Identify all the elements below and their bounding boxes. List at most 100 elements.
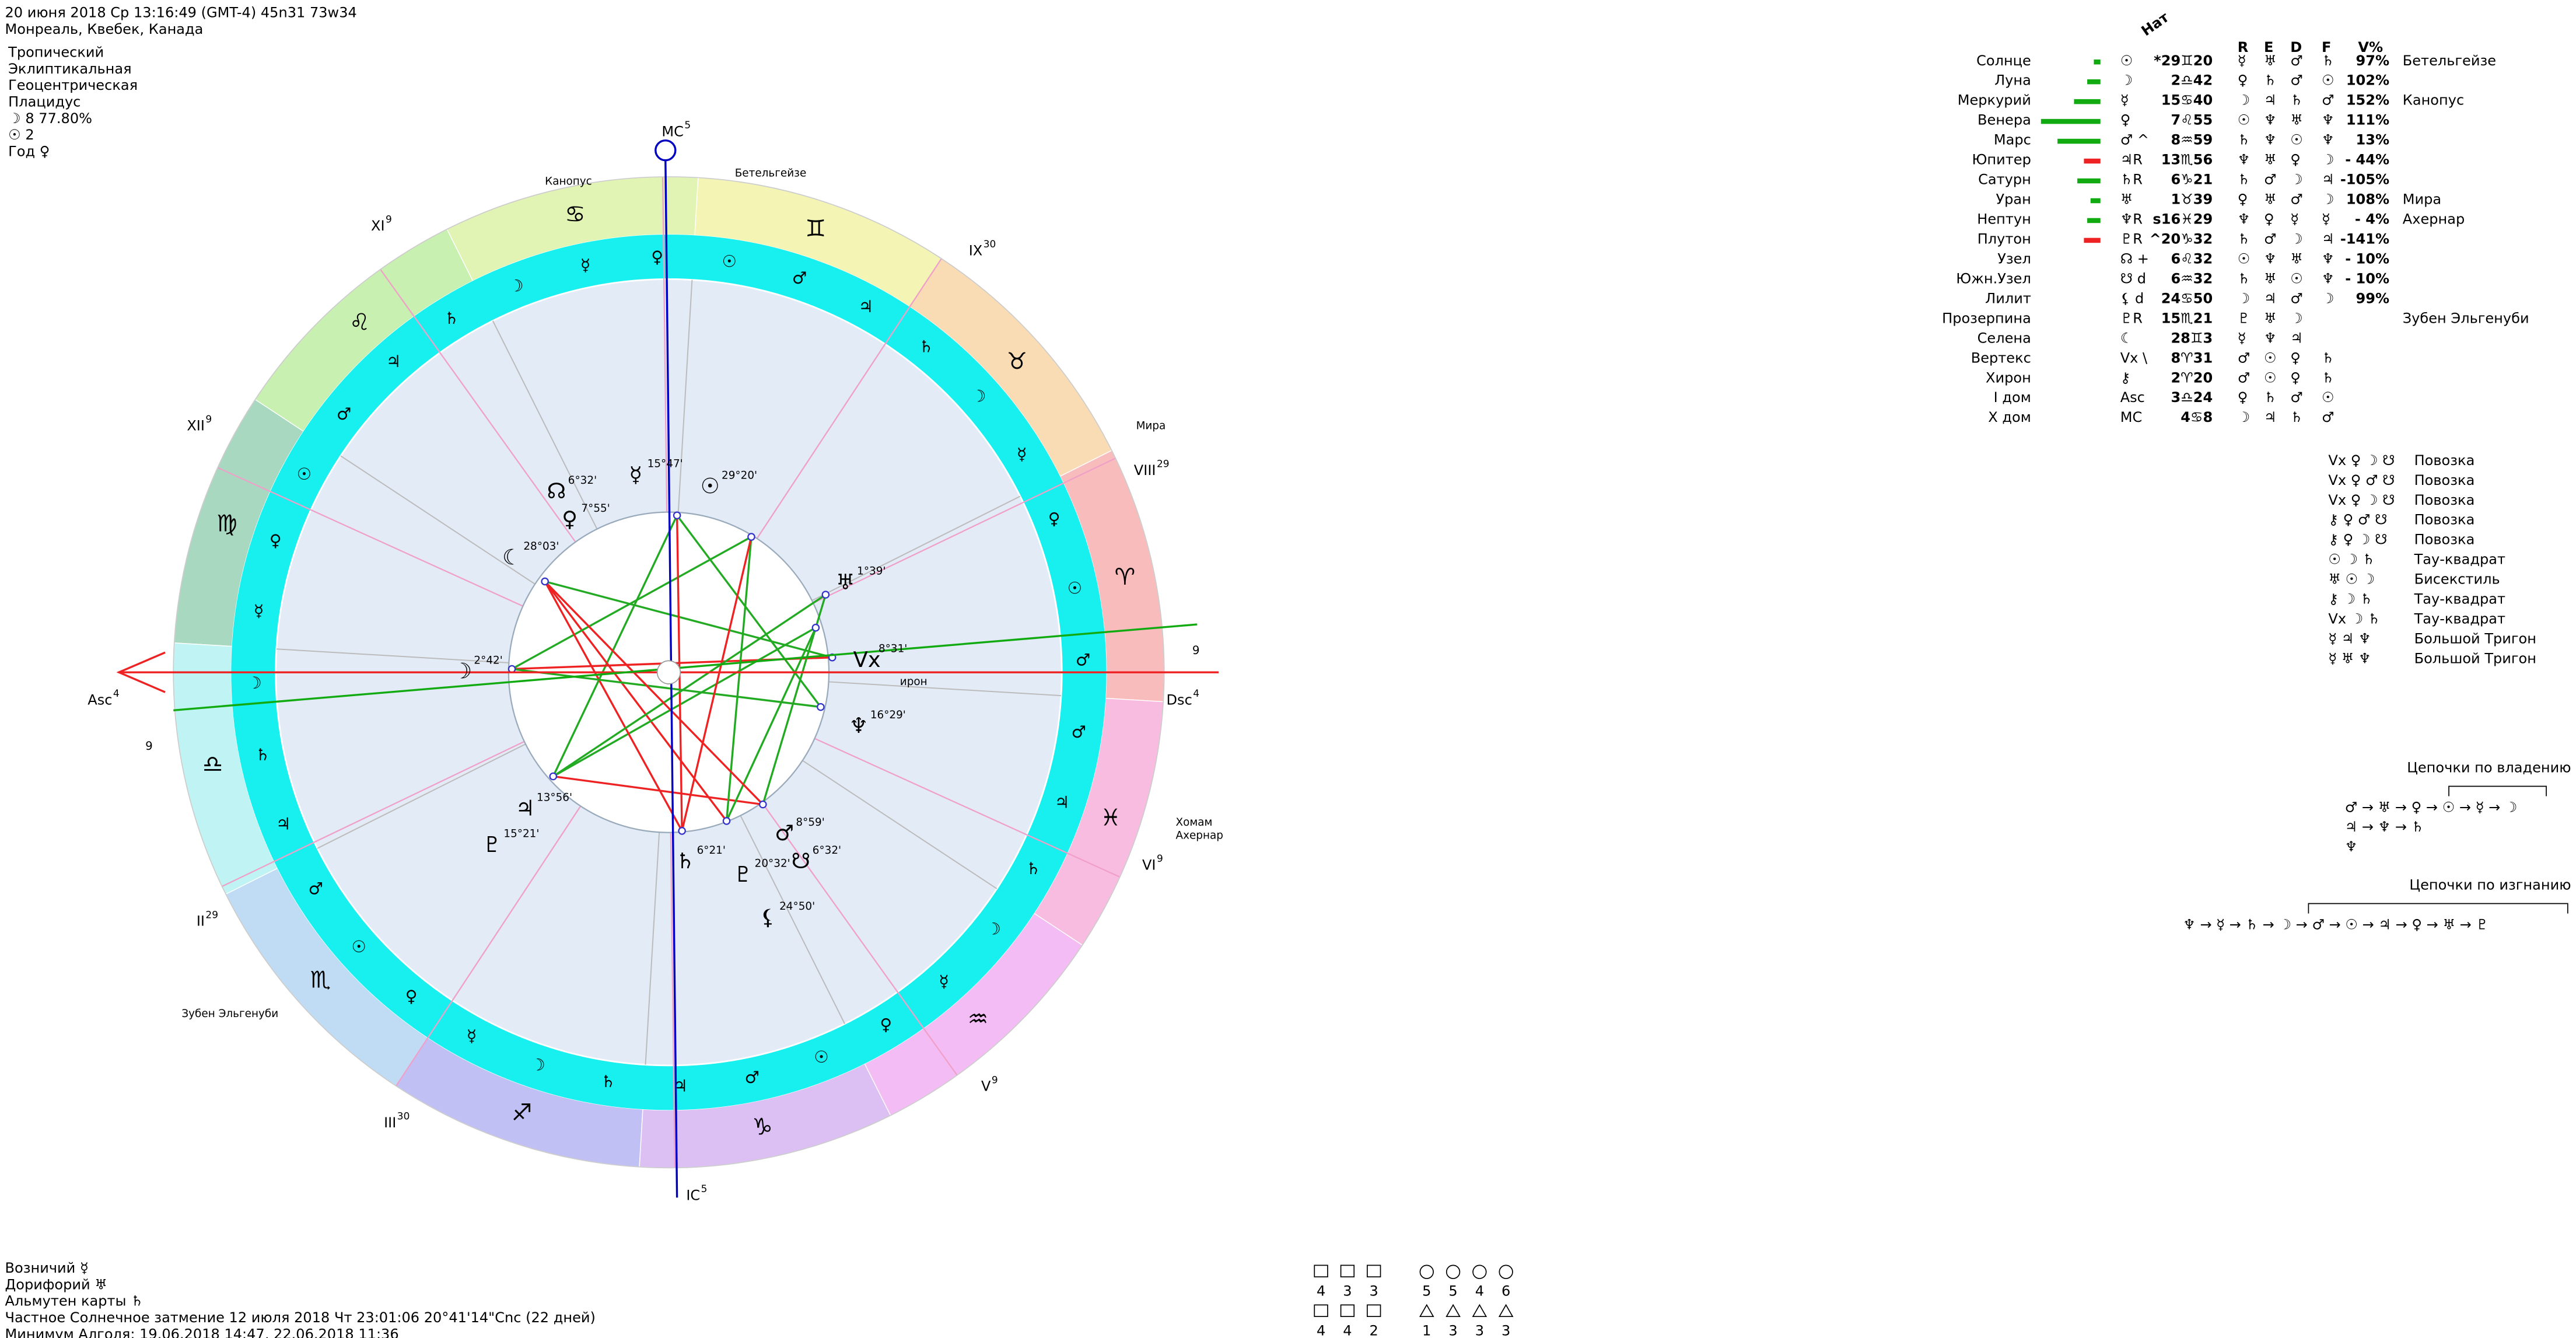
- stat-icon: [1419, 1264, 1434, 1279]
- decan-glyph: ♂: [337, 404, 351, 424]
- sign-glyph: ♎: [202, 751, 223, 778]
- chain-link: [2308, 903, 2568, 914]
- planet-position: 24♋50: [2161, 290, 2213, 306]
- stat-icon: [1419, 1304, 1434, 1318]
- dignity-glyph: ♂: [2322, 92, 2334, 109]
- dignity-glyph: ♂: [2290, 191, 2303, 208]
- sign-glyph: ♋: [565, 201, 586, 228]
- stat-icon: [1367, 1264, 1381, 1278]
- stat-value: 4: [1475, 1283, 1484, 1299]
- planet-glyph: Vx \: [2120, 350, 2148, 366]
- aspect-line: [552, 593, 827, 777]
- dignity-glyph: ♄: [2264, 72, 2277, 89]
- pattern-glyphs: ⚷ ♀ ☽ ☋: [2328, 532, 2387, 548]
- strength-value: 97%: [2356, 53, 2390, 69]
- planet-degree: 8°59': [796, 816, 824, 829]
- decan-glyph: ♃: [386, 352, 401, 371]
- chain-line: ♃ → ♆ → ♄: [2345, 819, 2424, 835]
- aspect-line: [552, 515, 678, 777]
- strength-value: 99%: [2356, 290, 2390, 306]
- strength-bar: [2074, 99, 2101, 104]
- stat-value: 3: [1502, 1323, 1510, 1338]
- sign-glyph: ♍: [216, 511, 237, 537]
- pattern-name: Тау-квадрат: [2414, 551, 2505, 568]
- dignity-glyph: ♆: [2264, 250, 2277, 267]
- dignity-glyph: ♂: [2290, 389, 2303, 406]
- aspect-line: [681, 536, 752, 832]
- house-label: VI: [1142, 857, 1156, 873]
- column-header: E: [2264, 39, 2273, 55]
- planet-glyph: ♇R: [2120, 310, 2143, 326]
- stat-icon: [1472, 1304, 1488, 1318]
- dignity-glyph: ♅: [2264, 152, 2277, 168]
- place: Монреаль, Квебек, Канада: [5, 21, 203, 37]
- house-label: VIII: [1134, 462, 1156, 478]
- planet-degree: 20°32': [755, 858, 790, 870]
- dignity-glyph: ♄: [2264, 389, 2277, 406]
- planet-glyph: ☊ +: [2120, 250, 2149, 267]
- dignity-glyph: ♂: [2238, 350, 2250, 366]
- dignity-glyph: ♅: [2264, 310, 2277, 326]
- setting: Плацидус: [8, 94, 80, 110]
- strength-value: 111%: [2346, 112, 2389, 128]
- dignity-glyph: ☽: [2322, 191, 2334, 208]
- decan-glyph: ☉: [1068, 578, 1082, 598]
- chain-title: Цепочки по изгнанию: [2409, 876, 2571, 893]
- aspect-line: [725, 536, 752, 822]
- stat-icon: [1367, 1304, 1381, 1318]
- aspect-node: [673, 511, 681, 520]
- sign-cusp: [802, 760, 998, 889]
- fixed-star: Канопус: [2403, 92, 2464, 109]
- dignity-glyph: ☉: [2264, 369, 2277, 386]
- house-degree: 5: [701, 1183, 708, 1195]
- column-header: F: [2322, 39, 2331, 55]
- planet-name: Плутон: [1978, 231, 2031, 247]
- planet-glyph: ☉: [701, 474, 720, 499]
- stat-value: 3: [1448, 1323, 1457, 1338]
- planet-glyph: ♇: [482, 832, 502, 857]
- planet-degree: 28°03': [523, 540, 559, 553]
- strength-bar: [2084, 237, 2101, 243]
- planet-degree: 15°21': [503, 828, 539, 840]
- planet-name: Венера: [1978, 112, 2031, 128]
- planet-glyph: ☾: [502, 544, 522, 570]
- planet-position: 6♑21: [2171, 172, 2213, 188]
- dignity-glyph: ♆: [2264, 132, 2277, 148]
- dignity-glyph: ☉: [2322, 389, 2334, 406]
- dignity-glyph: ♇: [2238, 310, 2250, 326]
- chain-line: ♆: [2345, 839, 2358, 855]
- house-cusp: [222, 740, 525, 888]
- stat-icon: [1314, 1264, 1328, 1278]
- stat-value: 6: [1502, 1283, 1510, 1299]
- planet-name: Меркурий: [1958, 92, 2031, 109]
- planet-glyph: ♄: [676, 848, 695, 874]
- house-cusp: [380, 268, 576, 543]
- strength-bar: [2084, 158, 2101, 164]
- strength-value: 152%: [2346, 92, 2389, 109]
- dignity-glyph: ♆: [2264, 112, 2277, 128]
- decan-glyph: ☽: [986, 920, 1001, 939]
- sign-cusp: [340, 455, 536, 585]
- chain-line: ♆ → ☿ → ♄ → ☽ → ♂ → ☉ → ♃ → ♀ → ♅ → ♇: [2183, 916, 2488, 932]
- dignity-glyph: ♄: [2238, 270, 2250, 287]
- aspect-node: [541, 577, 549, 586]
- planet-glyph: ☽: [453, 659, 472, 684]
- column-header: R: [2238, 39, 2249, 55]
- planet-name: Южн.Узел: [1956, 270, 2031, 287]
- planet-glyph: ♆R: [2120, 211, 2143, 228]
- planet-name: Вертекс: [1971, 350, 2031, 366]
- dignity-glyph: ♆: [2322, 132, 2334, 148]
- decan-glyph: ☿: [580, 256, 590, 275]
- planet-name: Солнце: [1976, 53, 2031, 69]
- planet-glyph: ⚷: [2120, 369, 2131, 386]
- pattern-glyphs: ☿ ♃ ♆: [2328, 631, 2371, 647]
- stat-value: 3: [1343, 1283, 1352, 1299]
- planet-position: 15♏21: [2161, 310, 2213, 326]
- pattern-name: Большой Тригон: [2414, 651, 2536, 667]
- house-cusp: [217, 467, 523, 607]
- planet-name: Узел: [1997, 250, 2031, 267]
- planet-glyph: ♃: [516, 796, 535, 821]
- decan-glyph: ♂: [745, 1068, 760, 1087]
- sign-cusp: [740, 815, 846, 1025]
- aspect-line: [544, 581, 764, 805]
